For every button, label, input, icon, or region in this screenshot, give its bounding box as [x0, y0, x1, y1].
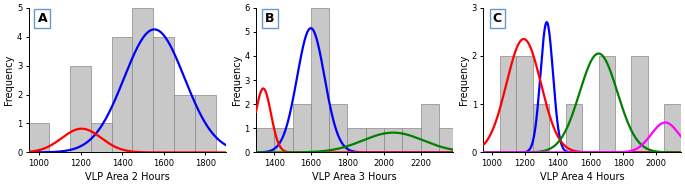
Bar — [29, 124, 49, 152]
Bar — [91, 124, 112, 152]
Bar — [112, 37, 132, 152]
Y-axis label: Frequency: Frequency — [232, 55, 242, 105]
X-axis label: VLP Area 4 Hours: VLP Area 4 Hours — [540, 172, 625, 182]
Bar — [664, 104, 681, 152]
Bar — [274, 128, 292, 152]
Bar — [421, 104, 439, 152]
Text: A: A — [38, 12, 47, 25]
Bar — [566, 104, 582, 152]
Bar — [292, 104, 311, 152]
Bar — [384, 128, 402, 152]
Text: B: B — [265, 12, 275, 25]
Bar — [500, 56, 516, 152]
Bar — [366, 128, 384, 152]
Bar — [329, 104, 347, 152]
Text: C: C — [493, 12, 502, 25]
Bar — [533, 104, 549, 152]
Bar — [70, 66, 91, 152]
Bar — [256, 128, 274, 152]
Bar — [347, 128, 366, 152]
Bar — [311, 8, 329, 152]
X-axis label: VLP Area 3 Hours: VLP Area 3 Hours — [312, 172, 397, 182]
Bar — [174, 94, 195, 152]
X-axis label: VLP Area 2 Hours: VLP Area 2 Hours — [85, 172, 170, 182]
Bar — [516, 56, 533, 152]
Y-axis label: Frequency: Frequency — [459, 55, 469, 105]
Bar — [402, 128, 421, 152]
Bar — [599, 56, 615, 152]
Y-axis label: Frequency: Frequency — [4, 55, 14, 105]
Bar — [439, 128, 453, 152]
Bar — [195, 94, 216, 152]
Bar — [632, 56, 648, 152]
Bar — [132, 8, 153, 152]
Bar — [153, 37, 174, 152]
